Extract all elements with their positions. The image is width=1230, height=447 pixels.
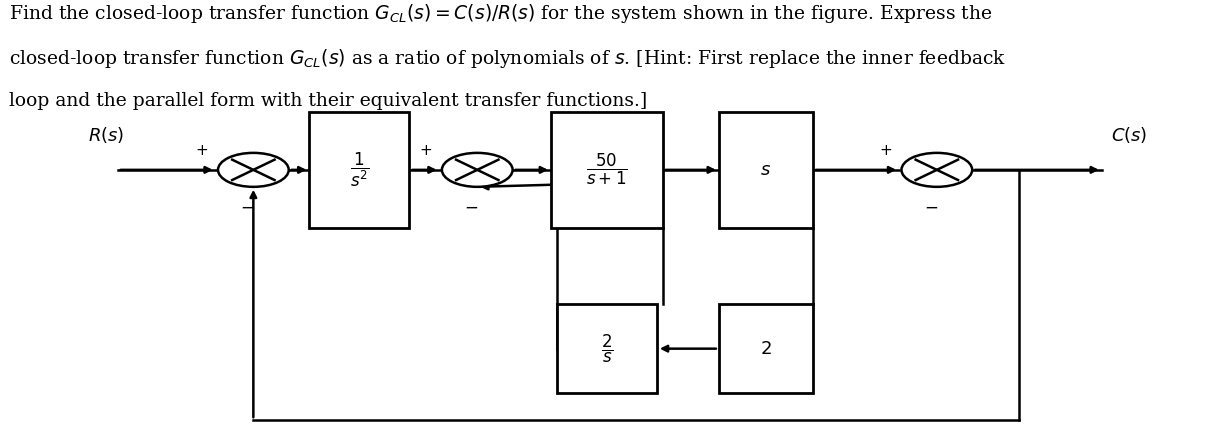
Text: +: +	[196, 143, 209, 158]
Text: +: +	[419, 143, 433, 158]
Text: $-$: $-$	[464, 198, 478, 216]
Ellipse shape	[442, 153, 513, 187]
Bar	[718, 112, 813, 228]
Bar	[551, 112, 663, 228]
Text: $R(s)$: $R(s)$	[87, 125, 124, 145]
Text: $2$: $2$	[760, 340, 772, 358]
Text: closed-loop transfer function $G_{CL}(s)$ as a ratio of polynomials of $s$. [Hin: closed-loop transfer function $G_{CL}(s)…	[10, 47, 1006, 70]
Bar	[309, 112, 410, 228]
Bar	[557, 304, 657, 393]
Text: Find the closed-loop transfer function $G_{CL}(s) = C(s)/R(s)$ for the system sh: Find the closed-loop transfer function $…	[10, 2, 993, 25]
Text: $s$: $s$	[760, 161, 771, 179]
Ellipse shape	[902, 153, 972, 187]
Text: $-$: $-$	[924, 198, 938, 216]
Bar	[718, 304, 813, 393]
Text: $C(s)$: $C(s)$	[1111, 125, 1148, 145]
Text: $-$: $-$	[240, 198, 255, 216]
Ellipse shape	[218, 153, 289, 187]
Text: $\dfrac{2}{s}$: $\dfrac{2}{s}$	[600, 333, 614, 365]
Text: $\dfrac{1}{s^2}$: $\dfrac{1}{s^2}$	[349, 151, 369, 189]
Text: loop and the parallel form with their equivalent transfer functions.]: loop and the parallel form with their eq…	[10, 92, 648, 110]
Text: $\dfrac{50}{s+1}$: $\dfrac{50}{s+1}$	[585, 152, 627, 187]
Text: +: +	[879, 143, 892, 158]
